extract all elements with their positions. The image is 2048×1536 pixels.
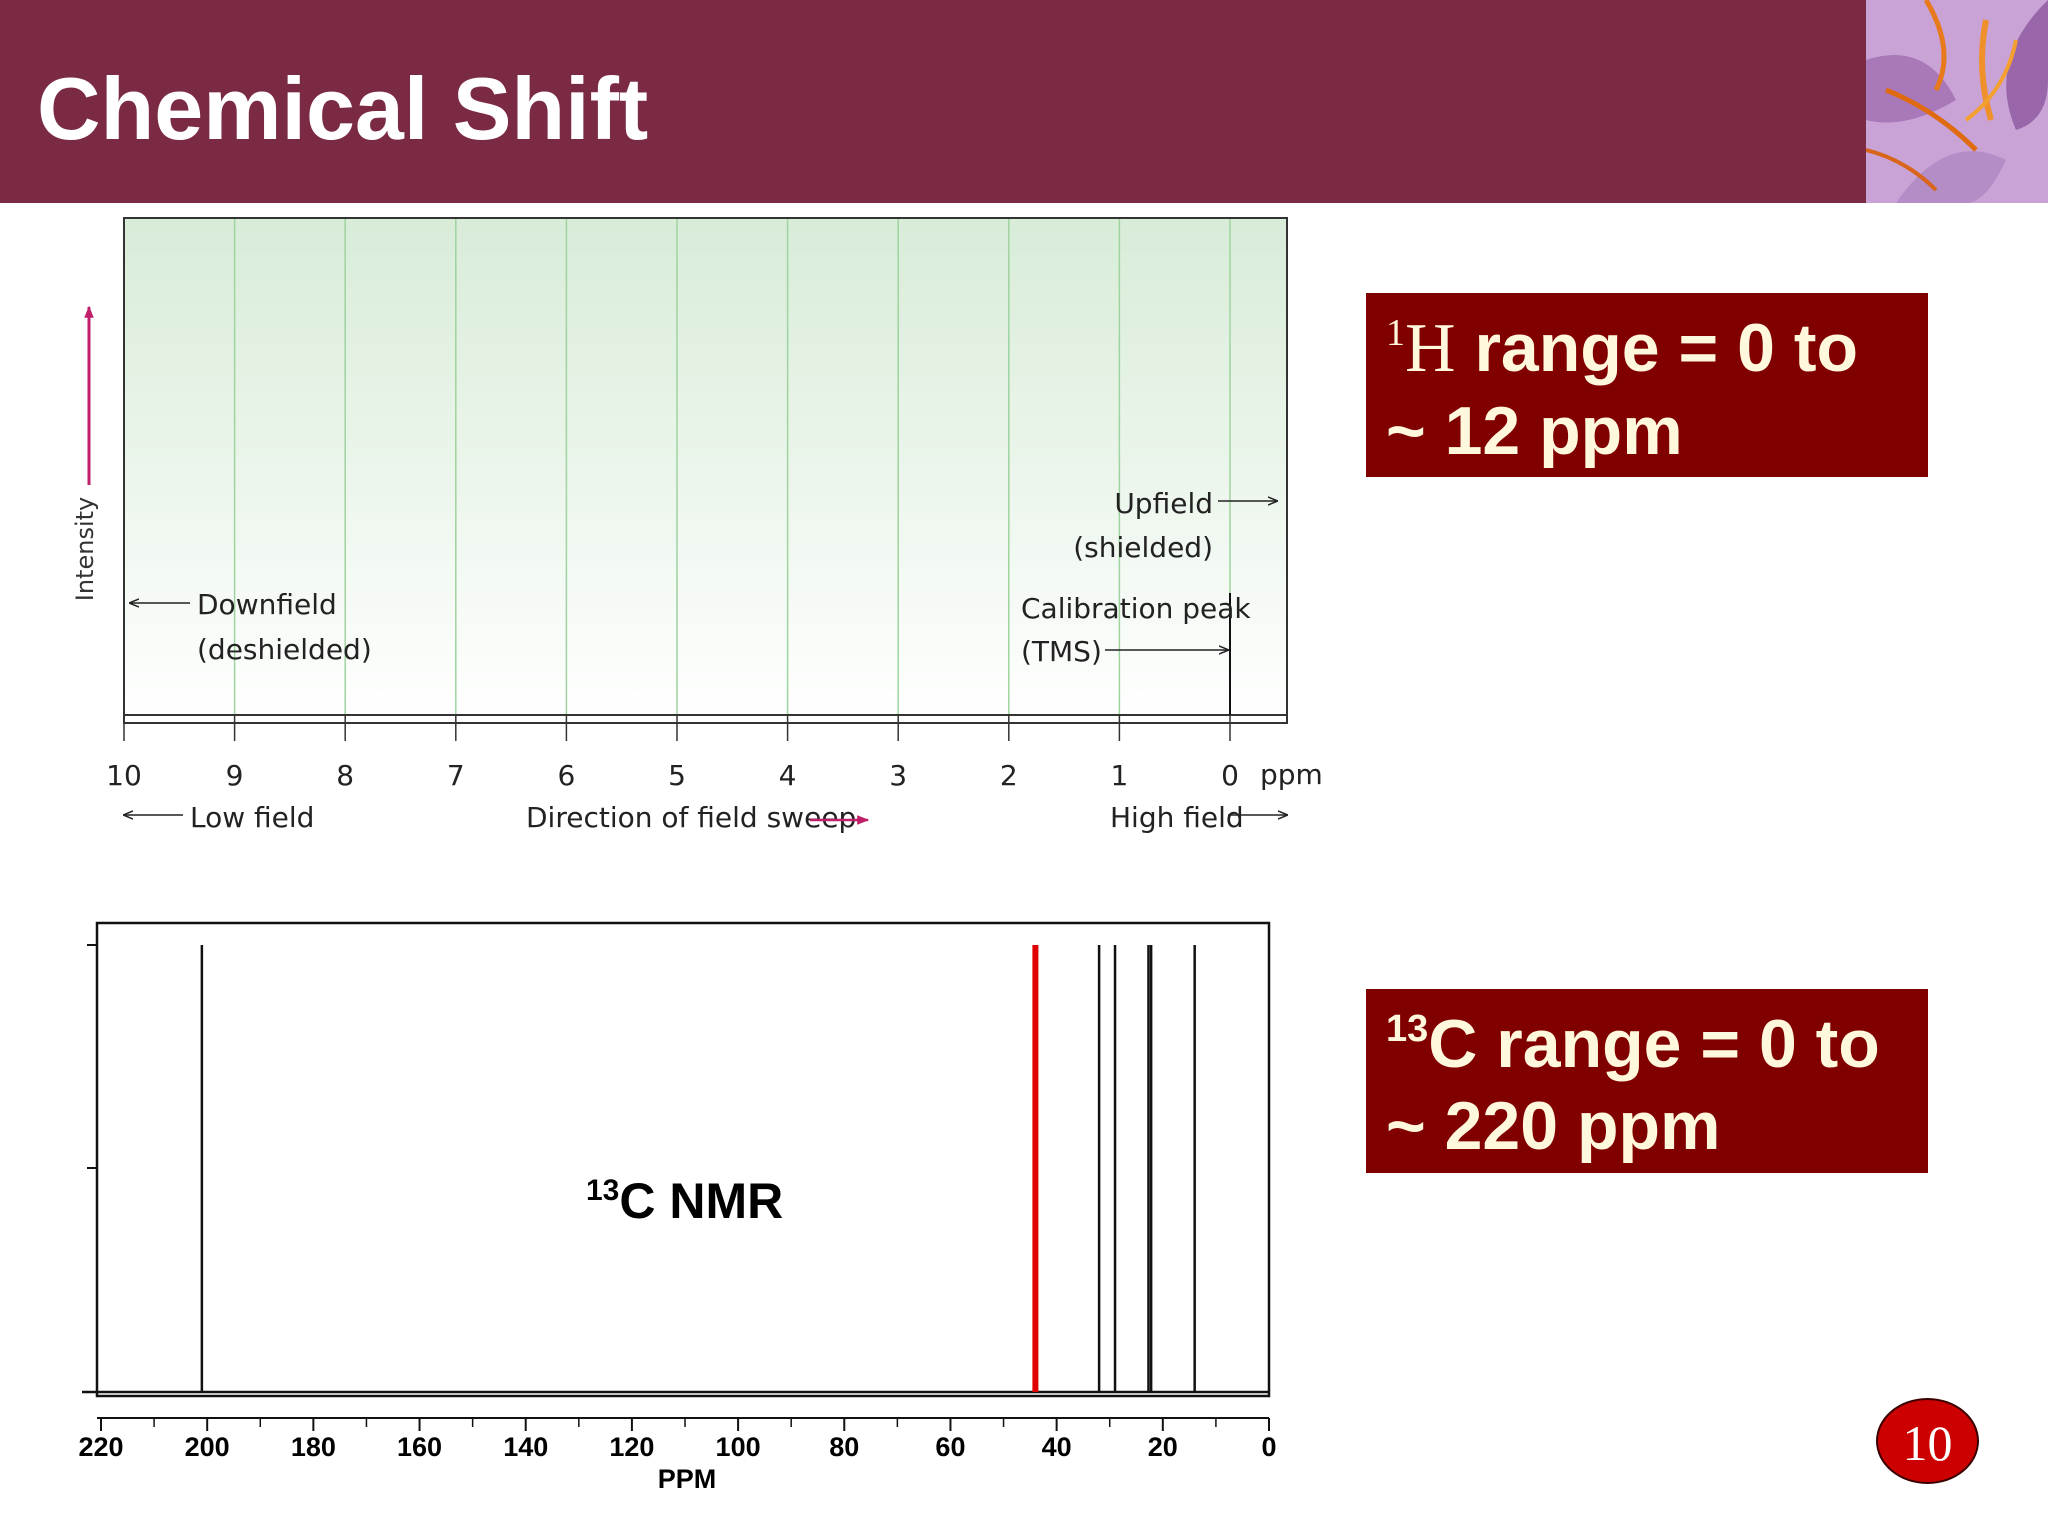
c-nmr-chart: 220 200 180 160 140 120 100 80 60 40 20 0 13C NMR P…	[78, 921, 1277, 1494]
h-low-field-label: Low field	[190, 801, 314, 834]
h-nmr-chart: 10 9 8 7 6 5 4 3 2 1 0 Intensity Downfield (deshie…	[71, 217, 1323, 834]
h-tick-label: 8	[336, 759, 354, 792]
c-tick-label: 140	[503, 1432, 548, 1462]
h-calibration-label: Calibration peak	[1021, 592, 1251, 625]
c-tick-label: 40	[1042, 1432, 1072, 1462]
h-range-element: H	[1405, 310, 1456, 387]
h-range-box: 1H range = 0 to ~ 12 ppm	[1366, 293, 1928, 477]
c-plot-area	[95, 921, 1271, 1398]
h-unit-label: ppm	[1260, 758, 1323, 791]
h-tick-label: 9	[226, 759, 244, 792]
h-range-line2: ~ 12 ppm	[1386, 393, 1683, 469]
c-range-element: C	[1428, 1006, 1478, 1082]
c-tick-label: 20	[1148, 1432, 1178, 1462]
h-tick-label: 0	[1221, 759, 1239, 792]
slide-title: Chemical Shift	[37, 59, 649, 158]
h-shielded-label: (shielded)	[1073, 531, 1213, 564]
c-range-rest: range = 0 to	[1477, 1006, 1880, 1082]
h-tick-label: 10	[106, 759, 142, 792]
h-deshielded-label: (deshielded)	[197, 633, 372, 666]
c-x-axis-label: PPM	[658, 1464, 717, 1494]
h-tick-label: 5	[668, 759, 686, 792]
page-number-badge: 10	[1876, 1398, 1979, 1484]
c-nmr-label: 13C NMR	[586, 1173, 783, 1229]
c-tick-label: 180	[291, 1432, 336, 1462]
h-downfield-label: Downfield	[197, 588, 337, 621]
c-tick-label: 160	[397, 1432, 442, 1462]
c-range-sup: 13	[1386, 1008, 1429, 1050]
h-range-sup: 1	[1386, 312, 1405, 354]
h-tick-label: 3	[889, 759, 907, 792]
h-range-rest: range = 0 to	[1455, 310, 1859, 386]
flower-photo	[1866, 0, 2048, 203]
c-range-box: 13C range = 0 to ~ 220 ppm	[1366, 989, 1928, 1173]
slide-header: Chemical Shift	[0, 0, 1866, 203]
h-tms-label: (TMS)	[1021, 635, 1102, 668]
c-tick-label: 100	[716, 1432, 761, 1462]
h-range-line1: 1H range = 0 to	[1386, 307, 1908, 390]
h-tick-label: 1	[1110, 759, 1128, 792]
c-tick-label: 220	[78, 1432, 123, 1462]
c-range-line2: ~ 220 ppm	[1386, 1088, 1721, 1164]
c-tick-label: 80	[829, 1432, 859, 1462]
h-y-axis-label: Intensity	[71, 497, 99, 601]
c-tick-label: 120	[609, 1432, 654, 1462]
h-high-field-label: High field	[1110, 801, 1244, 834]
c-range-line1: 13C range = 0 to	[1386, 1003, 1908, 1085]
h-direction-label: Direction of field sweep	[526, 801, 856, 834]
h-upfield-label: Upfield	[1114, 487, 1213, 520]
h-tick-label: 2	[1000, 759, 1018, 792]
c-tick-label: 200	[185, 1432, 230, 1462]
c-tick-label: 60	[935, 1432, 965, 1462]
c-nmr-label-sup: 13	[586, 1174, 619, 1207]
h-tick-label: 6	[557, 759, 575, 792]
h-tick-label: 7	[447, 759, 465, 792]
h-plot-area	[123, 217, 1288, 724]
c-nmr-label-text: C NMR	[619, 1173, 783, 1229]
h-tick-label: 4	[779, 759, 797, 792]
c-tick-label: 0	[1261, 1432, 1276, 1462]
